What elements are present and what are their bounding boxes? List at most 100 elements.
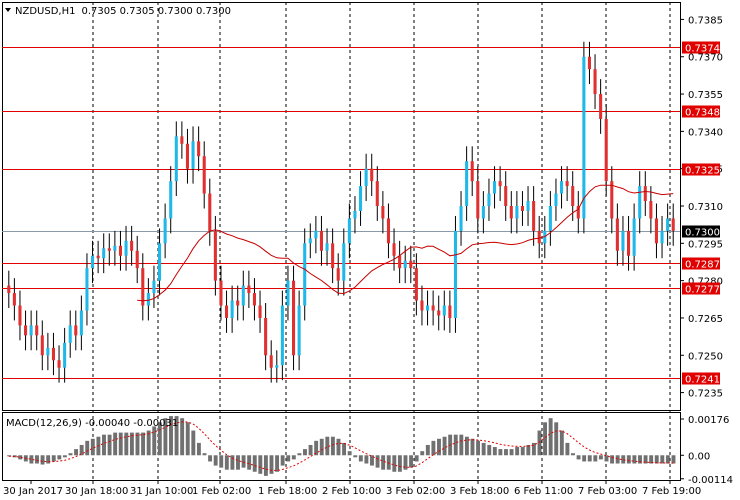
macd-bar	[671, 455, 676, 464]
candle	[7, 270, 11, 308]
candle	[386, 203, 390, 259]
candle-body	[336, 268, 340, 281]
candle-body	[280, 305, 284, 366]
y-tick-label: 0.7310	[688, 202, 723, 213]
candle-body	[241, 285, 245, 306]
macd-bar	[258, 455, 263, 474]
candle-body	[197, 141, 201, 157]
candle-body	[666, 218, 670, 231]
candle	[426, 290, 430, 326]
macd-bar	[476, 440, 481, 456]
candle-body	[74, 325, 78, 336]
candle	[96, 240, 100, 274]
candle	[124, 225, 128, 271]
candle-body	[599, 94, 603, 119]
candle	[252, 278, 256, 321]
x-tick-label: 30 Jan 2017	[3, 486, 63, 497]
candle	[593, 54, 597, 109]
candle-body	[347, 218, 351, 244]
macd-bar	[18, 455, 23, 460]
macd-y-label: -0.00114	[688, 475, 733, 486]
candle-body	[35, 325, 39, 336]
candle	[141, 253, 145, 321]
candle-body	[504, 186, 508, 206]
macd-bar	[515, 447, 520, 456]
candle	[152, 265, 156, 308]
macd-bar	[364, 455, 369, 464]
candle-body	[386, 218, 390, 244]
x-tick-label: 1 Feb 18:00	[258, 486, 317, 497]
candle	[247, 270, 251, 308]
macd-bar	[57, 455, 62, 460]
candle-body	[353, 210, 357, 219]
macd-bar	[297, 453, 302, 456]
macd-bar	[40, 455, 45, 465]
candle-body	[57, 360, 61, 368]
macd-bar	[336, 438, 341, 456]
candle-body	[442, 305, 446, 316]
candle-body	[275, 365, 279, 368]
candle	[331, 228, 335, 284]
macd-bar	[520, 447, 525, 456]
candle-body	[392, 243, 396, 256]
macd-bar	[526, 444, 531, 456]
candle	[113, 230, 117, 266]
candle	[213, 215, 217, 296]
macd-bar	[531, 442, 536, 456]
macd-bar	[35, 455, 39, 464]
candle	[353, 196, 357, 234]
candle	[102, 233, 106, 274]
candle-body	[437, 310, 441, 316]
candle	[51, 332, 55, 376]
candle-body	[571, 186, 575, 206]
candle	[604, 104, 608, 197]
macd-bar	[420, 451, 425, 456]
macd-bar	[308, 444, 313, 456]
macd-bar	[660, 455, 665, 464]
macd-bar	[319, 438, 324, 456]
candle-body	[526, 201, 530, 211]
macd-bar	[85, 440, 90, 456]
candle	[163, 203, 167, 259]
candle-body	[532, 201, 536, 231]
candle	[515, 191, 519, 234]
candle-body	[660, 230, 664, 244]
macd-bar	[358, 455, 363, 462]
candle	[632, 203, 636, 271]
x-tick-label: 3 Feb 02:00	[386, 486, 445, 497]
current-price-tag	[682, 225, 720, 238]
candle	[68, 310, 72, 358]
candle	[219, 265, 223, 321]
candle	[29, 310, 33, 351]
candle-body	[476, 181, 480, 219]
macd-bar	[654, 455, 659, 464]
candle-body	[632, 218, 636, 256]
candle	[79, 295, 83, 351]
candle-body	[124, 240, 128, 256]
macd-bar	[141, 432, 146, 456]
y-tick-label: 0.7280	[688, 277, 723, 288]
candle-body	[493, 181, 497, 194]
macd-bar	[163, 418, 168, 456]
macd-bar	[157, 422, 162, 456]
macd-bar	[90, 438, 95, 456]
macd-bar	[621, 455, 626, 464]
candle-body	[79, 310, 83, 336]
candle	[230, 285, 234, 333]
dropdown-icon[interactable]	[5, 8, 11, 12]
candle	[258, 290, 262, 333]
macd-bar	[185, 422, 190, 456]
candle	[487, 178, 491, 221]
candle-body	[225, 305, 229, 318]
macd-bar	[397, 455, 402, 472]
level-tag	[682, 163, 720, 176]
candle-body	[409, 260, 413, 269]
candle-body	[236, 300, 240, 306]
macd-bar	[554, 422, 559, 456]
macd-bar	[459, 434, 464, 456]
candle	[35, 310, 39, 351]
x-tick-label: 1 Feb 02:00	[192, 486, 251, 497]
candle-body	[414, 268, 418, 301]
macd-bar	[230, 455, 235, 470]
